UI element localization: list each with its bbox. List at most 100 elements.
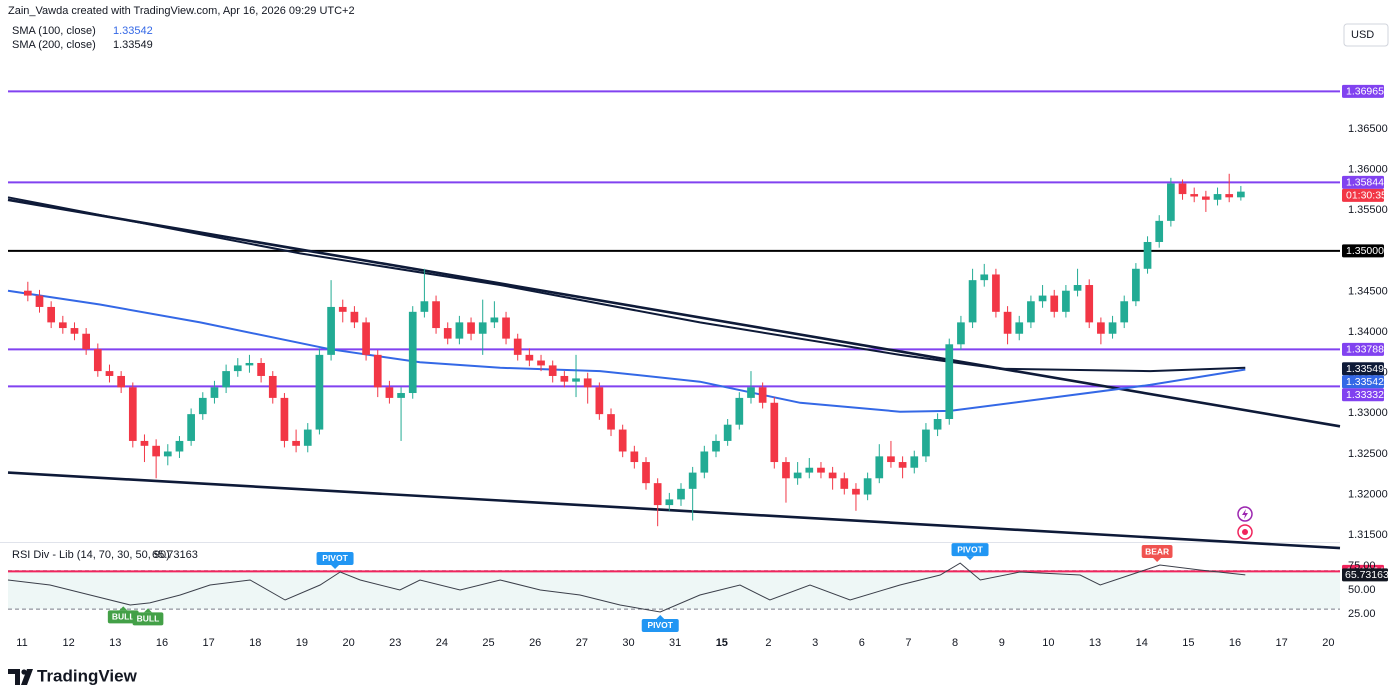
signal-label [951,543,989,557]
x-tick-label: 18 [249,637,261,649]
candle-body [770,402,779,463]
candle-body [735,397,744,425]
signal-pointer [1153,558,1162,563]
candle-body [700,451,709,473]
x-tick-label: 2 [765,637,771,649]
price-badge-label: 1.35844 [1346,177,1384,189]
candle-body [152,445,160,457]
x-tick-label: 25 [482,637,494,649]
candle-body [1050,295,1059,312]
logo[interactable]: TradingView [8,666,138,685]
signal-label [1141,545,1173,559]
x-tick-label: 10 [1042,637,1054,649]
price-badge-label: 01:30:35 [1346,190,1387,202]
rsi-tick-label: 25.00 [1348,608,1376,620]
signal-pointer [143,608,152,613]
x-tick-label: 17 [1276,637,1288,649]
rsi-badge [1342,568,1388,582]
y-tick-label: 1.36000 [1348,164,1388,176]
candle-body [1155,220,1164,242]
legend-sma100: SMA (100, close) [12,25,96,37]
signal-label [641,618,679,632]
y-tick-label: 1.35500 [1348,204,1388,216]
signal-label [107,610,139,624]
candle-body [712,440,720,452]
signal-text: BULL [112,612,135,622]
y-tick-label: 1.31500 [1348,529,1388,541]
x-tick-label: 20 [1322,637,1334,649]
candle-body [467,322,475,334]
candle-body [688,472,697,489]
y-tick-label: 1.34500 [1348,285,1388,297]
candle-body [1225,194,1234,198]
candle-body [653,483,662,506]
candle-body [957,322,965,345]
candle-body [280,397,289,441]
y-tick-label: 1.36500 [1348,123,1388,135]
candle-body [93,349,102,372]
candle-body [840,478,849,489]
candle-body [1202,196,1210,200]
candle-body [863,478,872,495]
x-tick-label: 3 [812,637,818,649]
candle-body [117,375,125,388]
candle-body [1120,301,1129,323]
candle-body [1027,301,1035,323]
x-tick-label: 20 [342,637,354,649]
x-tick-label: 6 [859,637,865,649]
price-badge-label: 1.33549 [1346,363,1384,375]
x-tick-label: 11 [16,637,27,649]
candle-body [315,354,324,430]
candle-body [385,387,394,398]
candle-body [58,322,67,329]
x-tick-label: 23 [389,637,401,649]
candle-body [1213,194,1222,200]
logo-text: TradingView [37,666,138,685]
x-tick-label: 19 [296,637,308,649]
candle-body [70,328,79,334]
currency-box[interactable] [1343,23,1389,47]
candle-body [747,387,755,398]
candle-body [198,397,207,415]
price-badge [1342,342,1384,356]
candle-body [875,456,884,479]
legend-sma100-value: 1.33542 [113,25,153,37]
candle-body [548,365,557,376]
x-tick-label: 27 [576,637,588,649]
signal-label [132,612,164,626]
candle-body [163,451,172,457]
x-tick-label: 30 [622,637,634,649]
x-tick-label: 12 [63,637,75,649]
candle-body [992,274,1000,312]
x-tick-label: 17 [202,637,214,649]
candle-body [513,338,522,355]
price-badge-label: 1.36965 [1346,86,1384,98]
trendline [7,471,1341,550]
candle-body [782,462,790,479]
candle-body [490,317,499,323]
price-badge [1342,84,1384,98]
y-tick-label: 1.34000 [1348,326,1388,338]
x-tick-label: 26 [529,637,541,649]
price-badge-label: 1.33332 [1346,389,1384,401]
candle-body [502,317,510,339]
candle-body [1085,285,1094,323]
candle-body [817,467,825,473]
x-tick-label: 13 [109,637,121,649]
logo-dot [21,669,27,675]
candle-body [1167,183,1175,221]
signal-text: BULL [137,614,160,624]
price-badge [1342,362,1384,376]
candle-body [292,440,300,446]
candle-body [105,371,114,376]
price-badge [1342,188,1384,202]
candle-body [373,354,382,388]
candle-body [758,387,767,403]
logo-mark [8,669,20,685]
y-tick-label: 1.32500 [1348,448,1388,460]
price-badge-label: 1.35000 [1346,245,1384,257]
rsi-title: RSI Div - Lib (14, 70, 30, 50, 90) [12,549,170,561]
candle-body [82,333,90,350]
legend-sma200: SMA (200, close) [12,39,96,51]
candle-body [175,440,184,452]
